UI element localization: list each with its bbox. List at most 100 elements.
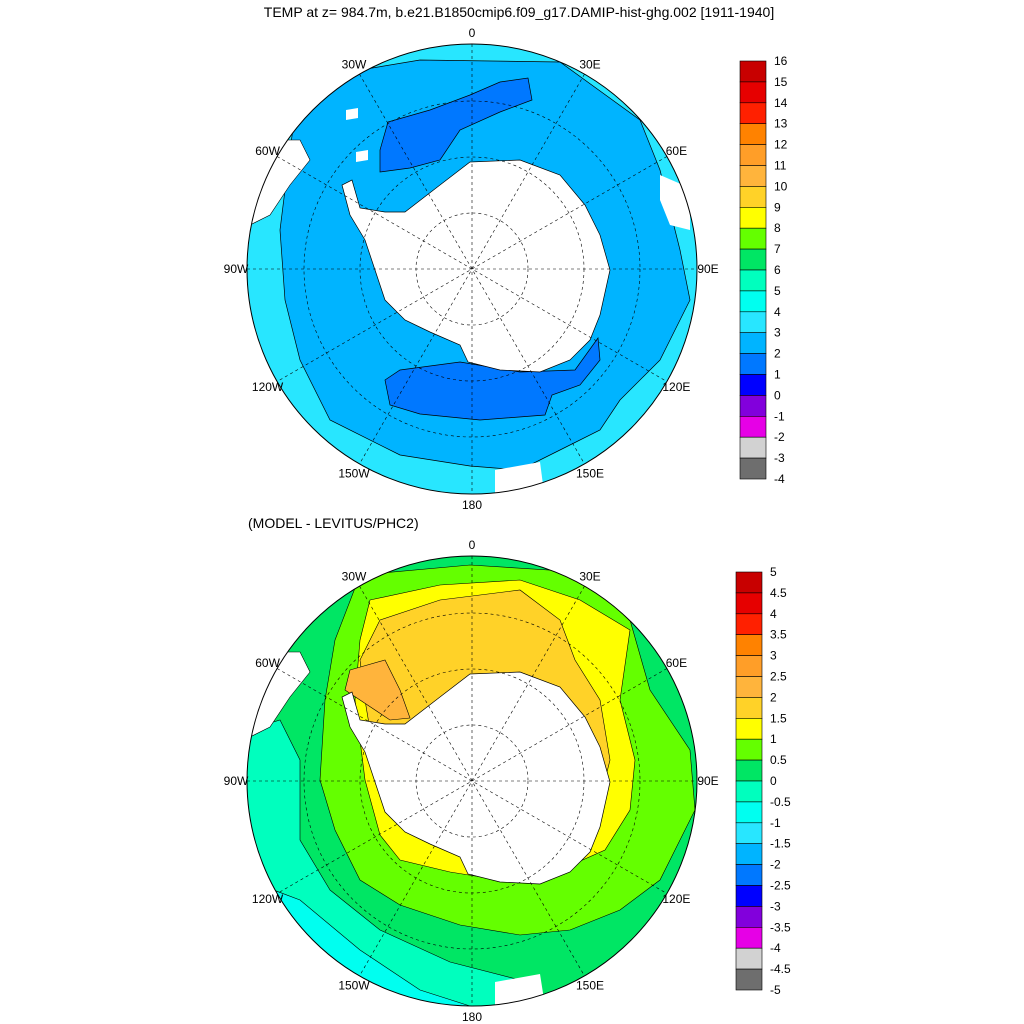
bottom-colorbar-swatch-13 [735, 843, 763, 865]
bottom-colorbar-label-5: 2.5 [770, 670, 787, 684]
bottom-lon-label-9: 90W [224, 774, 249, 788]
bottom-map-border [246, 555, 698, 1007]
top-lon-label-8: 120W [252, 380, 284, 394]
top-colorbar-swatch-12 [739, 311, 767, 333]
top-polar-map [247, 44, 697, 494]
bottom-colorbar-swatch-15 [735, 885, 763, 907]
bottom-colorbar: 5 4.5 4 3.5 3 2.5 2 1.5 1 0.5 0 -0.5 -1 -1.5 -2 -2.5 -3 -… [735, 565, 791, 997]
bottom-colorbar-label-13: -1.5 [770, 837, 791, 851]
bottom-colorbar-label-0: 5 [770, 565, 777, 579]
bottom-colorbar-swatch-8 [735, 738, 763, 761]
bottom-polar-map [247, 556, 697, 1006]
top-colorbar-swatch-18 [739, 436, 767, 459]
top-lon-label-11: 30W [342, 58, 367, 72]
top-colorbar-label-6: 10 [774, 179, 788, 193]
top-colorbar-label-10: 6 [774, 263, 781, 277]
bottom-colorbar-label-12: -1 [770, 816, 781, 830]
top-colorbar-label-18: -2 [774, 430, 785, 444]
bottom-longitude-labels: 0 30E 60E 90E 120E 150E 180 150W 120W 90W 60W 30W [224, 538, 719, 1024]
top-colorbar-label-9: 7 [774, 242, 781, 256]
top-colorbar-label-3: 13 [774, 117, 788, 131]
bottom-colorbar-label-3: 3.5 [770, 628, 787, 642]
bottom-colorbar-swatch-0 [735, 571, 763, 594]
top-longitude-labels: 0 30E 60E 90E 120E 150E 180 150W 120W 90W 60W 30W [224, 26, 719, 512]
bottom-colorbar-label-4: 3 [770, 649, 777, 663]
bottom-colorbar-label-11: -0.5 [770, 795, 791, 809]
top-colorbar-swatch-15 [739, 374, 767, 396]
top-colorbar-swatch-11 [739, 290, 767, 313]
top-lon-label-3: 90E [697, 262, 718, 276]
bottom-colorbar-label-1: 4.5 [770, 586, 787, 600]
bottom-lon-label-6: 180 [462, 1010, 482, 1024]
top-colorbar-label-14: 2 [774, 347, 781, 361]
bottom-lon-label-4: 120E [662, 892, 690, 906]
top-colorbar-swatch-5 [739, 165, 767, 187]
top-lon-label-2: 60E [666, 144, 687, 158]
bottom-colorbar-label-16: -3 [770, 899, 781, 913]
top-white-cell-island [346, 108, 368, 162]
bottom-colorbar-swatch-17 [735, 926, 763, 949]
bottom-colorbar-label-14: -2 [770, 858, 781, 872]
bottom-lon-label-3: 90E [697, 774, 718, 788]
top-colorbar-label-5: 11 [774, 159, 787, 173]
bottom-colorbar-label-8: 1 [770, 732, 777, 746]
top-colorbar-label-0: 16 [774, 54, 788, 68]
top-colorbar-swatch-1 [739, 81, 767, 104]
top-lon-label-6: 180 [462, 498, 482, 512]
top-colorbar-label-4: 12 [774, 138, 788, 152]
top-colorbar-label-12: 4 [774, 305, 781, 319]
bottom-graticule [247, 556, 697, 1006]
top-colorbar-label-13: 3 [774, 326, 781, 340]
bottom-lon-label-5: 150E [576, 978, 604, 992]
top-lon-label-5: 150E [576, 466, 604, 480]
top-lon-label-1: 30E [579, 58, 600, 72]
bottom-orange-region [344, 659, 411, 721]
top-colorbar-swatch-8 [739, 227, 767, 250]
top-colorbar-swatch-7 [739, 207, 767, 229]
top-cold-region-north [379, 77, 533, 173]
bottom-lon-label-2: 60E [666, 656, 687, 670]
bottom-panel-title: (MODEL - LEVITUS/PHC2) [248, 515, 419, 531]
bottom-lon-label-1: 30E [579, 570, 600, 584]
top-map-border [246, 43, 698, 495]
top-colorbar-swatch-17 [739, 415, 767, 438]
top-colorbar-swatch-10 [739, 269, 767, 292]
bottom-colorbar-label-15: -2.5 [770, 879, 791, 893]
top-graticule [247, 44, 697, 494]
bottom-colorbar-label-19: -4.5 [770, 962, 791, 976]
top-panel-title: TEMP at z= 984.7m, b.e21.B1850cmip6.f09_… [264, 4, 774, 20]
top-colorbar-swatch-4 [739, 144, 767, 166]
bottom-colorbar-label-10: 0 [770, 774, 777, 788]
bottom-colorbar-swatch-12 [735, 822, 763, 844]
top-colorbar-label-7: 9 [774, 200, 781, 214]
bottom-antarctica-land [341, 671, 611, 885]
top-lon-label-9: 90W [224, 262, 249, 276]
top-lon-label-0: 0 [469, 26, 476, 40]
bottom-colorbar-swatch-19 [735, 968, 763, 991]
top-colorbar-swatch-6 [739, 186, 767, 208]
bottom-colorbar-label-17: -3.5 [770, 920, 791, 934]
top-colorbar-swatch-13 [739, 332, 767, 354]
bottom-colorbar-swatch-1 [735, 592, 763, 615]
top-lon-label-10: 60W [255, 144, 280, 158]
bottom-lon-label-11: 30W [342, 570, 367, 584]
bottom-lon-label-10: 60W [255, 656, 280, 670]
top-antarctica-land [341, 159, 611, 373]
bottom-colorbar-swatch-18 [735, 947, 763, 970]
top-colorbar-label-16: 0 [774, 388, 781, 402]
top-colorbar-label-17: -1 [774, 409, 785, 423]
top-lon-label-4: 120E [662, 380, 690, 394]
top-colorbar-swatch-14 [739, 353, 767, 375]
top-colorbar-swatch-3 [739, 123, 767, 145]
bottom-colorbar-label-6: 2 [770, 690, 777, 704]
top-colorbar-label-1: 15 [774, 75, 788, 89]
bottom-colorbar-swatch-5 [735, 676, 763, 698]
bottom-colorbar-swatch-11 [735, 801, 763, 824]
bottom-colorbar-label-20: -5 [770, 983, 781, 997]
bottom-lon-label-0: 0 [469, 538, 476, 552]
top-colorbar-swatch-9 [739, 248, 767, 271]
bottom-colorbar-swatch-10 [735, 780, 763, 803]
bottom-lon-label-7: 150W [338, 978, 370, 992]
